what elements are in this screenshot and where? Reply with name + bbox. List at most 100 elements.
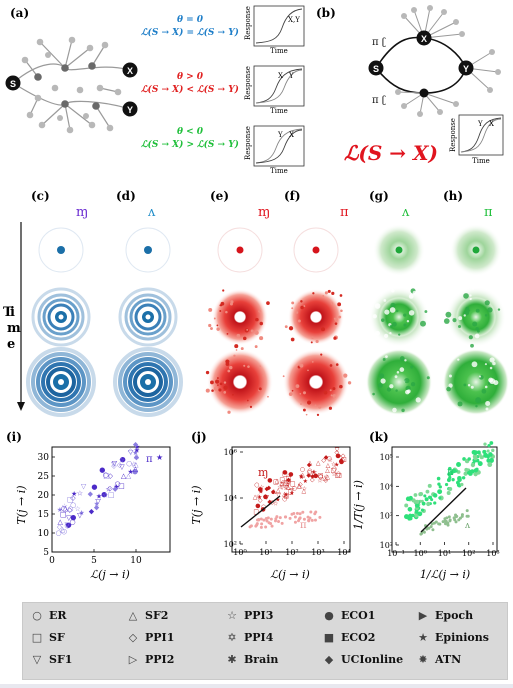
data-marker xyxy=(487,462,493,468)
green-speck xyxy=(463,314,466,317)
panel-k-xlabel: 1/ℒ(j → i) xyxy=(420,568,470,581)
red-speck xyxy=(254,345,258,349)
red-speck xyxy=(243,364,246,367)
green-speck xyxy=(395,309,399,313)
data-marker xyxy=(283,515,287,519)
data-marker: ● xyxy=(99,466,105,474)
y-tick-label: 30 xyxy=(38,453,50,463)
green-speck xyxy=(399,356,405,361)
legend-label: PPI2 xyxy=(145,653,175,666)
green-speck xyxy=(389,307,396,313)
red-columns xyxy=(205,227,352,417)
data-marker: ○ xyxy=(126,460,132,468)
data-marker: ▽ xyxy=(286,480,291,487)
data-marker xyxy=(462,457,466,461)
red-speck xyxy=(282,375,285,378)
red-speck xyxy=(266,301,270,306)
green-speck xyxy=(375,330,380,336)
ring-faint xyxy=(38,227,84,273)
core-center xyxy=(145,314,151,320)
response-plot-b: Y X Response Time xyxy=(449,114,504,165)
green-speck xyxy=(385,355,388,358)
green-speck xyxy=(443,318,450,324)
ring xyxy=(133,367,163,397)
marker-pi: π xyxy=(447,467,454,478)
data-marker: ◇ xyxy=(321,457,326,464)
ring-faint xyxy=(217,227,263,273)
legend-item-sf: □ SF xyxy=(31,631,65,644)
data-marker: ☆ xyxy=(312,469,317,476)
data-marker: ▽ xyxy=(64,521,70,529)
panel-b-big-formula: ℒ(S → X) xyxy=(344,141,438,165)
data-marker: ● xyxy=(339,458,344,465)
red-speck xyxy=(340,309,343,313)
data-marker: △ xyxy=(325,473,330,480)
data-marker: ◆ xyxy=(271,488,276,495)
green-speck xyxy=(452,318,457,323)
data-marker xyxy=(460,482,464,487)
green-speck xyxy=(475,308,480,313)
green-speck xyxy=(379,373,385,379)
data-marker: ☆ xyxy=(75,505,81,513)
response-plot-2: X Y Response Time xyxy=(244,65,305,115)
data-marker xyxy=(277,519,281,523)
data-marker xyxy=(468,472,472,476)
red-speck xyxy=(339,384,343,389)
seed-dot xyxy=(312,246,320,254)
green-speck xyxy=(382,358,386,361)
red-speck xyxy=(242,336,247,341)
x-tick-label: 10⁴ xyxy=(337,548,350,557)
legend-label: Epoch xyxy=(435,609,474,622)
data-marker xyxy=(446,491,451,496)
data-marker xyxy=(467,457,471,461)
data-marker xyxy=(465,514,469,518)
green-speck xyxy=(445,311,452,318)
green-speck xyxy=(463,310,470,316)
legend-item-brain: ✱ Brain xyxy=(226,653,278,666)
mark-f: π xyxy=(340,205,349,220)
label-g: (g) xyxy=(369,189,389,203)
panel-i-xlabel: ℒ(j → i) xyxy=(90,568,130,581)
green-speck xyxy=(383,333,389,339)
mark-h: π xyxy=(484,205,493,220)
data-marker xyxy=(486,449,490,453)
data-marker xyxy=(259,525,263,529)
data-marker xyxy=(306,515,310,519)
red-speck xyxy=(249,405,253,408)
data-marker: ◆ xyxy=(307,461,312,468)
label-c: (c) xyxy=(31,189,50,203)
data-marker: ● xyxy=(66,521,72,529)
data-marker xyxy=(297,517,301,521)
circle-icon: ○ xyxy=(32,609,42,622)
data-marker: ○ xyxy=(307,469,312,476)
x-tick-label: 10¹ xyxy=(259,548,272,557)
ring xyxy=(118,287,178,347)
green-speck xyxy=(468,335,473,340)
red-speck xyxy=(233,354,236,357)
y-tick-label: 10⁴ xyxy=(380,482,393,491)
data-marker xyxy=(424,497,429,502)
red-speck xyxy=(298,302,301,305)
data-marker: ▽ xyxy=(335,447,340,454)
x-tick-label: 10⁻¹ xyxy=(387,549,405,558)
red-speck xyxy=(284,325,288,329)
data-marker: ◆ xyxy=(134,454,140,462)
red-speck xyxy=(235,349,238,351)
data-marker: ★ xyxy=(79,509,85,517)
green-speck xyxy=(399,367,405,372)
data-marker: ◇ xyxy=(341,452,346,459)
data-marker: ▽ xyxy=(119,463,125,471)
curve-label-y-3: Y xyxy=(277,131,283,139)
green-speck xyxy=(448,383,453,388)
curve-label-x-b: X xyxy=(489,120,494,128)
y-tick-label: 10² xyxy=(380,541,393,550)
ring xyxy=(46,367,76,397)
data-marker xyxy=(313,512,317,516)
data-marker xyxy=(453,518,457,522)
data-marker: ◆ xyxy=(88,490,94,498)
data-marker: □ xyxy=(108,491,115,499)
data-marker xyxy=(448,518,452,522)
data-marker: ○ xyxy=(285,478,290,485)
green-speck xyxy=(463,293,469,299)
